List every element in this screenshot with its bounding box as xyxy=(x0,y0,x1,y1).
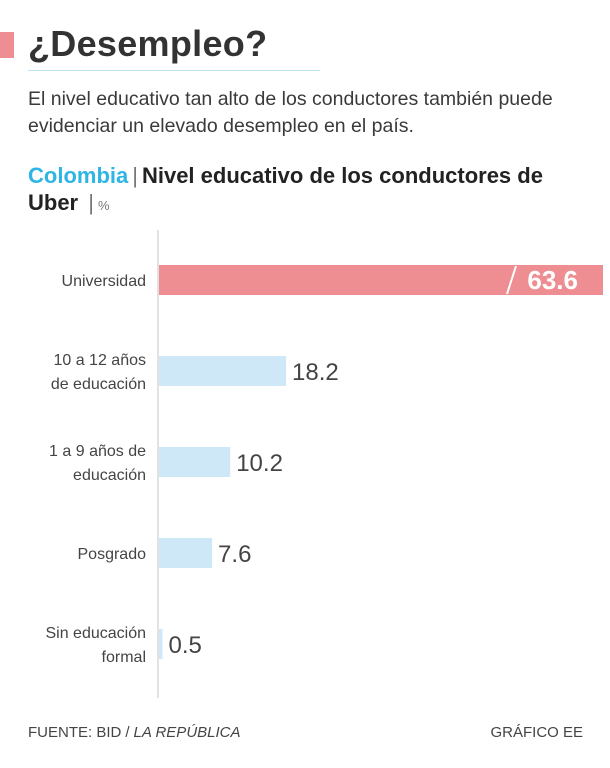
category-label: educación xyxy=(73,467,146,484)
page-title: ¿Desempleo? xyxy=(28,23,268,64)
bar-chart: Universidad 63.6 10 a 12 años de educación 1… xyxy=(45,230,603,698)
chart-country: Colombia xyxy=(28,163,129,188)
category-label: 1 a 9 años de xyxy=(49,443,146,460)
source-prefix: FUENTE: BID xyxy=(28,724,122,741)
source-publication: LA REPÚBLICA xyxy=(133,724,241,741)
headline-accent-bar xyxy=(0,32,14,58)
value-label: 0.5 xyxy=(168,632,201,659)
value-label: 63.6 xyxy=(527,265,578,295)
chart-heading: Colombia | Nivel educativo de los conducto… xyxy=(28,162,588,219)
unit-separator: | xyxy=(88,190,94,215)
chart-title: Nivel educativo de los conductores de Ub… xyxy=(28,163,543,215)
bar xyxy=(159,447,231,477)
value-label: 7.6 xyxy=(218,541,251,568)
bar xyxy=(159,265,603,295)
category-label: de educación xyxy=(51,376,146,393)
source-separator: / xyxy=(125,724,130,741)
value-label: 10.2 xyxy=(236,450,283,477)
source-note: FUENTE: BID / LA REPÚBLICA xyxy=(28,724,241,741)
bar xyxy=(159,538,213,568)
chart-unit: % xyxy=(97,198,110,213)
bar xyxy=(159,629,163,659)
graphic-credit: GRÁFICO EE xyxy=(490,724,583,741)
category-label: 10 a 12 años xyxy=(53,352,146,369)
label-slash xyxy=(506,265,517,295)
category-label: Universidad xyxy=(62,273,146,290)
value-label: 18.2 xyxy=(292,359,339,386)
page-subtitle: El nivel educativo tan alto de los condu… xyxy=(28,88,553,137)
heading-separator: | xyxy=(132,163,138,188)
category-label: Posgrado xyxy=(78,546,147,563)
title-underline xyxy=(28,70,320,71)
category-label: formal xyxy=(102,649,146,666)
bar xyxy=(159,356,287,386)
category-label: Sin educación xyxy=(45,625,146,642)
